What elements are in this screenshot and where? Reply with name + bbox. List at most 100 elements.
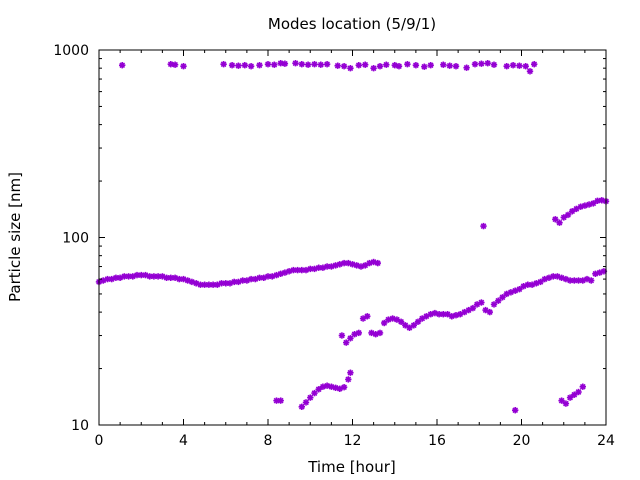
data-point [281,60,289,67]
data-point [146,273,153,280]
data-point [516,286,523,293]
data-point [311,389,318,397]
data-point [180,62,187,70]
x-tick-label: 12 [344,433,362,449]
x-tick-label: 0 [95,433,104,449]
data-point [410,322,417,329]
data-point [334,62,341,69]
data-point [290,266,297,274]
data-point [550,273,557,280]
data-point [340,62,348,70]
x-axis-label: Time [hour] [307,458,396,476]
data-point [241,61,249,69]
data-point [427,61,434,69]
data-point [376,329,384,337]
data-point [471,60,479,68]
data-point [264,60,272,68]
axes: 0 4 8 12 16 20 24 10 100 1000 [53,43,615,449]
data-point [171,61,179,68]
data-point [431,309,439,317]
data-point [338,332,346,339]
data-point [480,222,487,230]
data-point [317,61,324,68]
data-point [362,61,369,68]
data-point [370,64,377,72]
data-point [490,61,498,68]
data-point [277,397,284,404]
chart-title: Modes location (5/9/1) [268,15,436,33]
y-axis-label: Particle size [nm] [6,172,24,302]
data-point [440,61,447,68]
data-point [294,266,301,274]
data-point [247,62,255,70]
data-point [256,61,263,69]
data-point [421,63,428,70]
data-point [340,384,348,391]
data-point [484,60,491,67]
data-point [469,304,477,312]
data-point [298,60,305,68]
data-point [531,60,538,68]
data-point [292,60,299,67]
data-point [463,64,470,71]
data-point [302,399,310,406]
x-tick-label: 24 [597,433,615,449]
data-point [345,376,352,383]
data-point [486,308,493,316]
data-point [311,60,318,68]
data-point [406,324,413,331]
x-tick-label: 8 [264,433,273,449]
data-point [590,200,597,207]
data-point [588,277,595,284]
data-point [355,329,362,337]
data-point [478,299,485,306]
data-point [228,61,236,69]
data-markers [95,60,610,414]
data-point [556,219,563,226]
y-tick-label: 100 [62,231,89,247]
y-tick-label: 10 [71,418,89,434]
data-point [347,335,354,342]
data-point [222,280,230,287]
data-point [355,61,362,69]
data-point [465,306,472,314]
data-point [558,397,565,404]
data-point [571,391,578,398]
data-point [345,259,352,267]
x-tick-label: 4 [179,433,188,449]
data-point [522,62,529,70]
data-point [509,61,517,69]
data-point [118,61,126,69]
data-point [133,271,141,279]
data-point [412,61,420,69]
data-point [579,383,586,390]
x-tick-label: 16 [428,433,446,449]
data-point [512,407,519,414]
plot-frame [98,49,607,426]
data-point [364,313,371,320]
data-point [201,281,208,288]
data-point [271,61,278,68]
data-point [323,60,331,68]
data-point [562,400,570,407]
data-point [347,64,354,72]
data-point [516,62,523,69]
data-point [230,278,238,286]
data-point [397,318,405,325]
data-point [452,62,460,70]
data-point [495,297,502,304]
data-point [566,394,574,401]
data-point [503,62,510,70]
data-point [404,60,411,68]
data-point [490,301,498,308]
x-tick-label: 20 [513,433,531,449]
data-point [298,403,305,410]
data-point [343,339,350,346]
data-point [545,274,553,281]
data-point [478,60,485,67]
data-point [395,62,403,70]
data-point [235,62,242,69]
data-point [564,211,572,219]
